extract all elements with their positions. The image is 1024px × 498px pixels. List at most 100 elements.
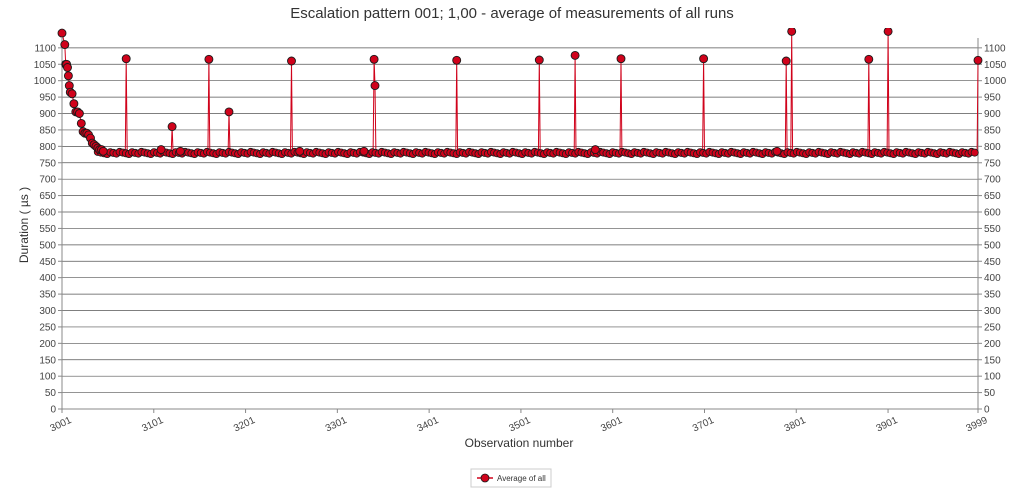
y-tick-label-right: 200 [984, 339, 1001, 350]
y-tick-label-left: 650 [39, 191, 56, 202]
data-point-marker[interactable] [74, 109, 84, 118]
y-tick-label-right: 450 [984, 257, 1001, 268]
x-tick-label: 3999 [965, 415, 990, 435]
data-point-marker[interactable] [175, 146, 185, 156]
data-point-marker[interactable] [156, 145, 166, 155]
y-tick-label-right: 1000 [984, 76, 1007, 87]
x-tick-label: 3501 [507, 415, 532, 435]
data-point-marker[interactable] [63, 71, 73, 81]
data-point-marker[interactable] [370, 81, 380, 91]
y-tick-label-right: 900 [984, 109, 1001, 120]
x-tick-label: 3701 [691, 415, 716, 435]
data-point-marker[interactable] [772, 146, 782, 156]
series-line [61, 31, 979, 154]
data-point-marker[interactable] [973, 55, 983, 65]
y-tick-label-left: 450 [39, 257, 56, 268]
data-point-marker[interactable] [167, 122, 177, 132]
y-tick-label-right: 1050 [984, 60, 1007, 71]
data-point-marker[interactable] [121, 54, 131, 64]
y-tick-label-left: 350 [39, 290, 56, 301]
data-point-marker[interactable] [295, 146, 305, 156]
x-tick-label: 3901 [875, 415, 900, 435]
data-point-marker[interactable] [76, 118, 86, 128]
x-tick-label: 3801 [783, 415, 808, 435]
data-point-marker[interactable] [369, 54, 379, 64]
data-point-marker[interactable] [287, 56, 296, 66]
x-tick-label: 3301 [324, 415, 349, 435]
x-tick-label: 3001 [49, 415, 74, 435]
data-point-marker[interactable] [359, 146, 369, 156]
x-tick-label: 3601 [599, 415, 624, 435]
y-tick-label-left: 750 [39, 158, 56, 169]
y-tick-label-right: 1100 [984, 43, 1006, 54]
x-tick-label: 3401 [416, 415, 441, 435]
data-point-marker[interactable] [63, 63, 72, 72]
y-tick-label-right: 300 [984, 306, 1001, 317]
y-tick-label-right: 950 [984, 93, 1001, 104]
data-point-marker[interactable] [781, 56, 791, 66]
data-point-marker[interactable] [883, 27, 893, 36]
y-tick-label-left: 600 [39, 208, 56, 219]
data-point-marker[interactable] [67, 89, 77, 99]
baseline-marker[interactable] [970, 148, 979, 157]
y-tick-label-left: 550 [39, 224, 56, 235]
data-point-marker[interactable] [864, 54, 874, 64]
data-point-marker[interactable] [224, 107, 234, 117]
y-tick-label-left: 500 [39, 240, 56, 251]
data-point-marker[interactable] [534, 55, 544, 65]
y-tick-label-left: 700 [39, 175, 56, 186]
data-point-marker[interactable] [699, 54, 709, 64]
data-point-marker[interactable] [452, 55, 462, 65]
data-point-marker[interactable] [69, 99, 79, 109]
y-tick-label-right: 50 [984, 388, 996, 399]
legend[interactable]: Average of all [470, 468, 552, 488]
y-tick-label-left: 800 [39, 142, 56, 153]
y-tick-label-right: 750 [984, 158, 1001, 169]
legend-box [470, 468, 552, 488]
y-tick-label-right: 500 [984, 240, 1001, 251]
data-point-marker[interactable] [570, 50, 580, 60]
y-tick-label-right: 850 [984, 125, 1001, 136]
y-tick-label-right: 0 [984, 405, 990, 416]
data-point-marker[interactable] [787, 27, 797, 36]
data-point-marker[interactable] [616, 54, 626, 64]
y-tick-label-left: 950 [39, 93, 56, 104]
y-tick-label-left: 100 [39, 372, 56, 383]
x-axis-label: Observation number [465, 436, 574, 450]
y-tick-label-left: 200 [39, 339, 56, 350]
y-tick-label-left: 1000 [34, 76, 57, 87]
chart-title: Escalation pattern 001; 1,00 - average o… [290, 5, 734, 22]
y-tick-label-right: 650 [984, 191, 1001, 202]
data-point-marker[interactable] [60, 40, 70, 50]
y-tick-label-left: 300 [39, 306, 56, 317]
legend-label: Average of all [497, 474, 546, 483]
data-point-marker[interactable] [98, 146, 108, 156]
y-tick-label-left: 900 [39, 109, 56, 120]
x-tick-label: 3101 [140, 415, 165, 435]
y-tick-label-right: 100 [984, 372, 1001, 383]
data-point-marker[interactable] [590, 145, 600, 155]
y-tick-label-right: 250 [984, 322, 1001, 333]
y-tick-label-right: 550 [984, 224, 1001, 235]
y-tick-label-right: 350 [984, 290, 1001, 301]
y-tick-label-left: 1050 [34, 60, 57, 71]
data-point-marker[interactable] [57, 28, 67, 38]
y-tick-label-left: 850 [39, 125, 56, 136]
y-tick-label-left: 250 [39, 322, 56, 333]
y-tick-label-left: 1100 [34, 43, 56, 54]
y-tick-label-left: 0 [50, 405, 56, 416]
series-group [57, 27, 983, 158]
legend-marker-icon [480, 473, 490, 483]
y-tick-label-right: 800 [984, 142, 1001, 153]
y-tick-label-left: 150 [39, 355, 56, 366]
x-tick-label: 3201 [232, 415, 257, 435]
y-tick-label-right: 150 [984, 355, 1001, 366]
data-series [57, 27, 983, 158]
y-tick-label-left: 400 [39, 273, 56, 284]
y-tick-label-left: 50 [45, 388, 57, 399]
y-tick-label-right: 700 [984, 175, 1001, 186]
data-point-marker[interactable] [204, 54, 214, 64]
y-tick-label-right: 600 [984, 208, 1001, 219]
